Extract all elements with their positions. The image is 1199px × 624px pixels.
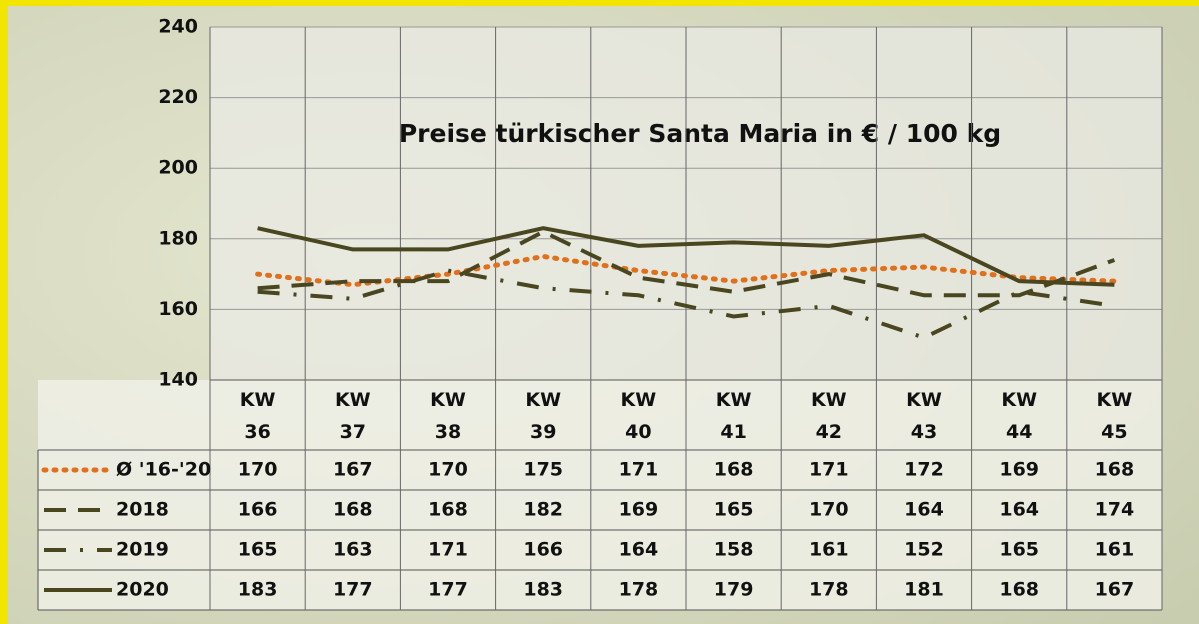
y-tick-label: 220 [158,86,198,108]
table-value: 177 [333,579,373,601]
table-value: 172 [904,459,944,481]
legend-label: 2019 [116,539,169,561]
table-value: 165 [999,539,1039,561]
table-value: 178 [809,579,849,601]
table-value: 164 [999,499,1039,521]
table-value: 169 [999,459,1039,481]
table-value: 170 [809,499,849,521]
table-value: 167 [1095,579,1135,601]
table-value: 183 [523,579,563,601]
table-value: 161 [1095,539,1135,561]
table-value: 182 [523,499,563,521]
y-tick-label: 140 [158,369,198,391]
y-tick-label: 180 [158,227,198,249]
table-value: 152 [904,539,944,561]
table-value: 164 [904,499,944,521]
table-value: 171 [809,459,849,481]
legend-label: 2018 [116,499,169,521]
table-value: 161 [809,539,849,561]
table-value: 170 [238,459,278,481]
chart-title: Preise türkischer Santa Maria in € / 100… [399,119,1001,148]
table-value: 158 [714,539,754,561]
table-value: 166 [523,539,563,561]
table-value: 168 [333,499,373,521]
table-area [38,380,1162,610]
table-value: 164 [619,539,659,561]
table-value: 170 [428,459,468,481]
table-value: 167 [333,459,373,481]
y-tick-label: 240 [158,16,198,38]
table-value: 166 [238,499,278,521]
table-value: 165 [714,499,754,521]
table-value: 163 [333,539,373,561]
table-value: 178 [619,579,659,601]
table-value: 174 [1095,499,1135,521]
table-value: 168 [1095,459,1135,481]
y-tick-label: 200 [158,157,198,179]
table-value: 168 [428,499,468,521]
y-tick-label: 160 [158,298,198,320]
table-value: 169 [619,499,659,521]
table-value: 183 [238,579,278,601]
table-value: 168 [714,459,754,481]
table-value: 175 [523,459,563,481]
legend-label: 2020 [116,579,169,601]
table-value: 171 [428,539,468,561]
table-value: 179 [714,579,754,601]
legend-label: Ø '16-'20 [116,459,211,481]
table-value: 171 [619,459,659,481]
table-value: 181 [904,579,944,601]
table-value: 165 [238,539,278,561]
table-value: 177 [428,579,468,601]
chart: Preise türkischer Santa Maria in € / 100… [0,0,1199,624]
table-value: 168 [999,579,1039,601]
